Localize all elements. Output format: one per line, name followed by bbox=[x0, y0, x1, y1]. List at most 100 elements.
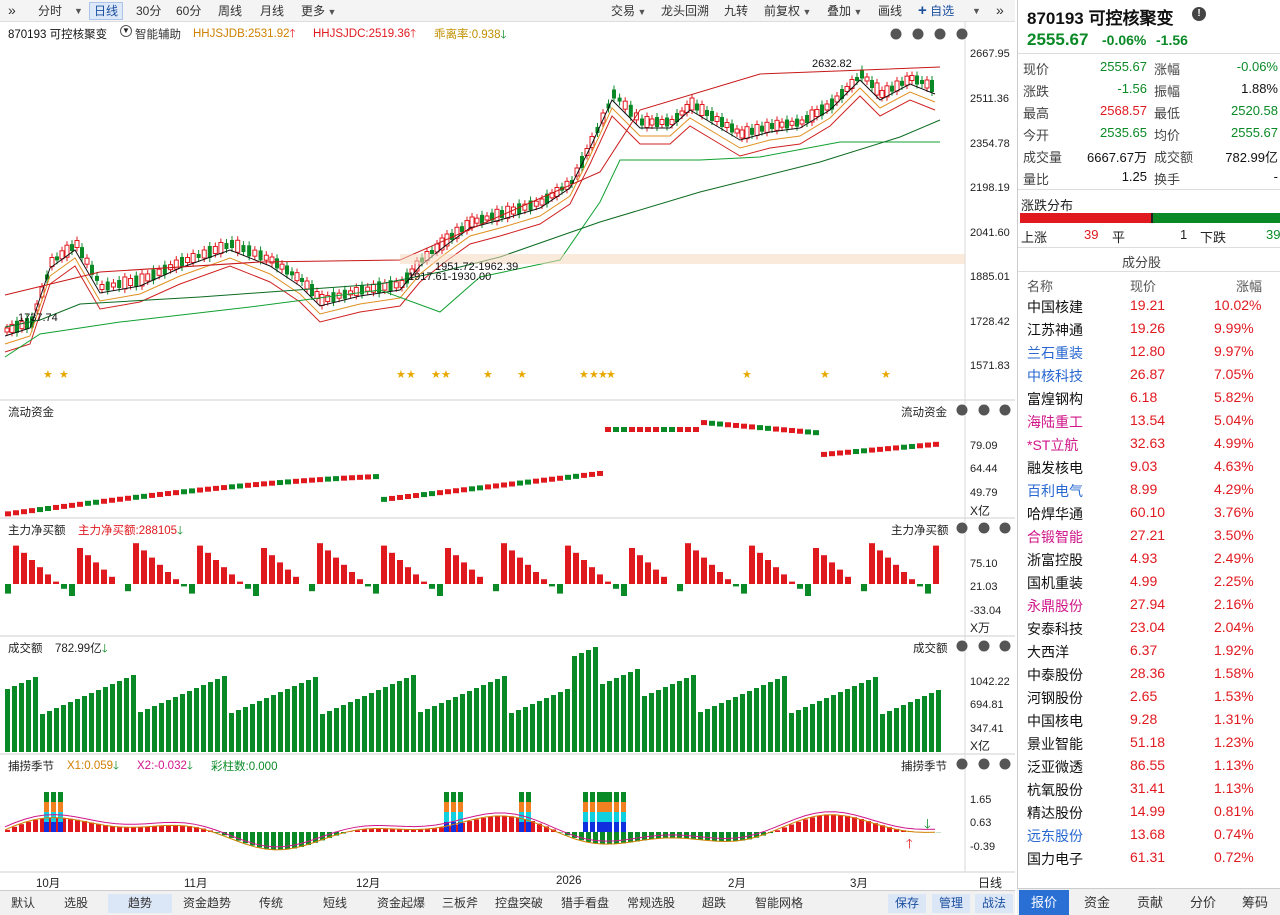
list-item[interactable]: 大西洋 6.37 1.92% bbox=[1018, 641, 1280, 664]
chart-area[interactable]: ★ ★ ★ ★ ★ ★ ★ ★ ★ ★ ★★ ★ ★ ★🡑🡓 bbox=[0, 22, 1015, 890]
tab-monthly[interactable]: 月线 bbox=[260, 4, 285, 18]
tab-quote[interactable]: 报价 bbox=[1019, 890, 1069, 915]
tab-30min[interactable]: 30分 bbox=[136, 4, 162, 18]
forward-adjust-button[interactable]: 前复权 ▼ bbox=[760, 2, 815, 20]
tab-contribution[interactable]: 贡献 bbox=[1136, 895, 1163, 910]
flow-bar bbox=[533, 478, 539, 484]
add-watchlist-button[interactable]: + 自选 bbox=[914, 2, 958, 20]
net-bar bbox=[533, 572, 539, 584]
list-item[interactable]: 富煌钢构 6.18 5.82% bbox=[1018, 388, 1280, 411]
trade-button[interactable]: 交易 ▼ bbox=[607, 2, 650, 20]
strategy-tab[interactable]: 三板斧 bbox=[441, 896, 478, 910]
overlay-button[interactable]: 叠加 ▼ bbox=[823, 2, 866, 20]
list-item[interactable]: 杭氧股份 31.41 1.13% bbox=[1018, 779, 1280, 802]
tab-funds[interactable]: 资金 bbox=[1083, 895, 1110, 910]
col-header-change[interactable]: 涨幅 bbox=[1236, 279, 1263, 294]
volume-bar bbox=[439, 703, 444, 752]
chevron-down-icon: ▼ bbox=[325, 7, 337, 17]
season-bar bbox=[621, 832, 626, 844]
list-item[interactable]: 泛亚微透 86.55 1.13% bbox=[1018, 756, 1280, 779]
tab-daily[interactable]: 日线 bbox=[89, 2, 124, 20]
list-item[interactable]: 安泰科技 23.04 2.04% bbox=[1018, 618, 1280, 641]
strategy-tab[interactable]: 传统 bbox=[258, 896, 283, 910]
strategy-tab[interactable]: 趋势 bbox=[108, 894, 172, 913]
chevron-down-icon[interactable]: ▼ bbox=[972, 6, 981, 16]
list-item[interactable]: 国力电子 61.31 0.72% bbox=[1018, 848, 1280, 871]
list-item[interactable]: 合锻智能 27.21 3.50% bbox=[1018, 526, 1280, 549]
list-item[interactable]: 景业智能 51.18 1.23% bbox=[1018, 733, 1280, 756]
list-item[interactable]: 浙富控股 4.93 2.49% bbox=[1018, 549, 1280, 572]
stock-change: 3.50% bbox=[1214, 527, 1254, 543]
strategy-tab[interactable]: 超跌 bbox=[701, 896, 726, 910]
strategy-tab[interactable]: 选股 bbox=[63, 896, 88, 910]
draw-line-button[interactable]: 画线 bbox=[878, 4, 903, 18]
collapse-right-icon[interactable]: » bbox=[996, 2, 1004, 18]
tab-more[interactable]: 更多 ▼ bbox=[297, 2, 340, 20]
manage-button[interactable]: 管理 bbox=[932, 894, 970, 913]
list-item[interactable]: 精达股份 14.99 0.81% bbox=[1018, 802, 1280, 825]
list-item[interactable]: 哈焊华通 60.10 3.76% bbox=[1018, 503, 1280, 526]
volume-bar bbox=[243, 707, 248, 752]
season-bar bbox=[432, 828, 437, 832]
list-item[interactable]: 永鼎股份 27.94 2.16% bbox=[1018, 595, 1280, 618]
info-icon[interactable]: ! bbox=[1192, 7, 1206, 21]
list-item[interactable]: 融发核电 9.03 4.63% bbox=[1018, 457, 1280, 480]
list-item[interactable]: 百利电气 8.99 4.29% bbox=[1018, 480, 1280, 503]
season-stack bbox=[444, 802, 449, 812]
strategy-tab[interactable]: 资金起爆 bbox=[376, 896, 425, 910]
tab-60min[interactable]: 60分 bbox=[176, 4, 202, 18]
list-item[interactable]: *ST立航 32.63 4.99% bbox=[1018, 434, 1280, 457]
list-item[interactable]: 远东股份 13.68 0.74% bbox=[1018, 825, 1280, 848]
chevron-down-icon[interactable]: ▼ bbox=[120, 25, 132, 37]
period-label[interactable]: 日线 bbox=[978, 876, 1003, 890]
list-item[interactable]: 中国核建 19.21 10.02% bbox=[1018, 296, 1280, 319]
col-header-name[interactable]: 名称 bbox=[1027, 279, 1054, 294]
list-item[interactable]: 中国核电 9.28 1.31% bbox=[1018, 710, 1280, 733]
tactics-button[interactable]: 战法 bbox=[975, 894, 1013, 913]
list-item[interactable]: 江苏神通 19.26 9.99% bbox=[1018, 319, 1280, 342]
help-icon bbox=[978, 522, 990, 534]
strategy-tab[interactable]: 资金趋势 bbox=[182, 896, 231, 910]
strategy-tab[interactable]: 常规选股 bbox=[626, 896, 675, 910]
candle bbox=[474, 217, 480, 224]
save-button[interactable]: 保存 bbox=[888, 894, 926, 913]
season-stack bbox=[526, 822, 531, 832]
stock-price: 12.80 bbox=[1130, 343, 1166, 359]
season-bar bbox=[383, 828, 388, 832]
assist-label[interactable]: 智能辅助 bbox=[135, 29, 181, 41]
candle bbox=[528, 200, 533, 211]
candle bbox=[864, 76, 870, 82]
x-label: 10月 bbox=[36, 878, 61, 890]
strategy-tab[interactable]: 猎手看盘 bbox=[560, 896, 609, 910]
strategy-tab[interactable]: 短线 bbox=[322, 896, 347, 910]
list-item[interactable]: 河钢股份 2.65 1.53% bbox=[1018, 687, 1280, 710]
volume-bar bbox=[691, 675, 696, 752]
list-item[interactable]: 中泰股份 28.36 1.58% bbox=[1018, 664, 1280, 687]
list-item[interactable]: 海陆重工 13.54 5.04% bbox=[1018, 411, 1280, 434]
strategy-tab[interactable]: 智能网格 bbox=[754, 896, 803, 910]
tab-price-split[interactable]: 分价 bbox=[1189, 895, 1216, 910]
season-bar bbox=[138, 827, 143, 832]
stock-name: 大西洋 bbox=[1027, 644, 1069, 660]
volume-bar bbox=[509, 713, 514, 752]
list-item[interactable]: 中核科技 26.87 7.05% bbox=[1018, 365, 1280, 388]
nine-turn-button[interactable]: 九转 bbox=[724, 4, 749, 18]
chevron-down-icon[interactable]: ▼ bbox=[74, 6, 83, 16]
col-header-price[interactable]: 现价 bbox=[1130, 279, 1157, 294]
candle bbox=[201, 249, 207, 259]
flow-bar bbox=[701, 420, 707, 426]
leader-review-button[interactable]: 龙头回溯 bbox=[661, 4, 710, 18]
list-item[interactable]: 兰石重装 12.80 9.97% bbox=[1018, 342, 1280, 365]
net-bar bbox=[77, 548, 83, 584]
tab-intraday[interactable]: 分时 bbox=[38, 4, 63, 18]
x-label: 2026 bbox=[556, 875, 582, 887]
list-item[interactable]: 国机重装 4.99 2.25% bbox=[1018, 572, 1280, 595]
collapse-left-icon[interactable]: » bbox=[8, 2, 16, 18]
flow-bar bbox=[317, 477, 323, 483]
tab-chips[interactable]: 筹码 bbox=[1241, 895, 1268, 910]
strategy-tab[interactable]: 默认 bbox=[10, 896, 35, 910]
strategy-tab[interactable]: 控盘突破 bbox=[494, 896, 543, 910]
net-bar bbox=[173, 579, 179, 584]
tab-weekly[interactable]: 周线 bbox=[218, 4, 243, 18]
flow-bar bbox=[277, 480, 283, 486]
